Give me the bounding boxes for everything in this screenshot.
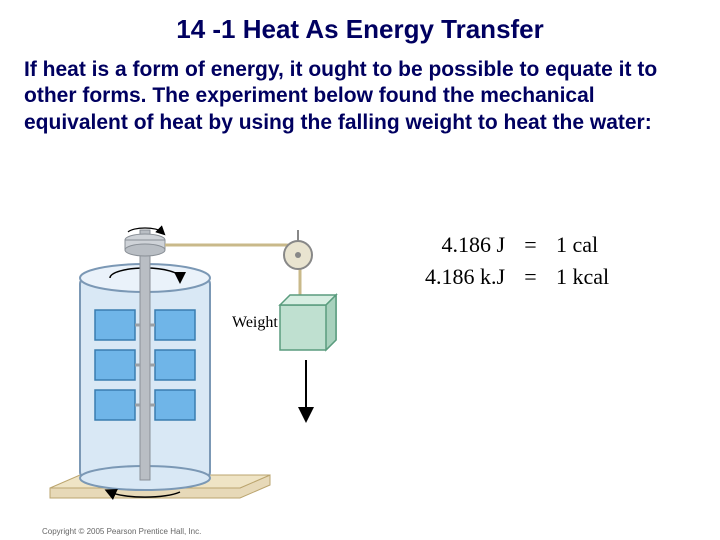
eq-rhs: 1 cal [556,232,598,258]
copyright-text: Copyright © 2005 Pearson Prentice Hall, … [42,527,201,536]
equations-block: 4.186 J = 1 cal 4.186 k.J = 1 kcal [395,232,609,296]
eq-equals: = [511,232,551,258]
paddle [95,390,135,420]
equation-row: 4.186 k.J = 1 kcal [395,264,609,290]
page-title: 14 -1 Heat As Energy Transfer [0,0,720,53]
paddle [155,350,195,380]
content-area: Weight 4.186 J = 1 cal 4.186 k.J = 1 kca… [0,220,720,540]
paddle [155,310,195,340]
paddle [155,390,195,420]
paddle [95,350,135,380]
shaft [140,230,150,480]
eq-lhs: 4.186 J [395,232,505,258]
weight-icon [280,295,336,350]
body-paragraph: If heat is a form of energy, it ought to… [0,53,720,136]
eq-lhs: 4.186 k.J [395,264,505,290]
eq-equals: = [511,264,551,290]
diagram-svg [40,220,380,530]
eq-rhs: 1 kcal [556,264,609,290]
joule-apparatus-diagram: Weight [40,220,380,530]
equation-row: 4.186 J = 1 cal [395,232,609,258]
paddle [95,310,135,340]
weight-label: Weight [232,314,278,332]
